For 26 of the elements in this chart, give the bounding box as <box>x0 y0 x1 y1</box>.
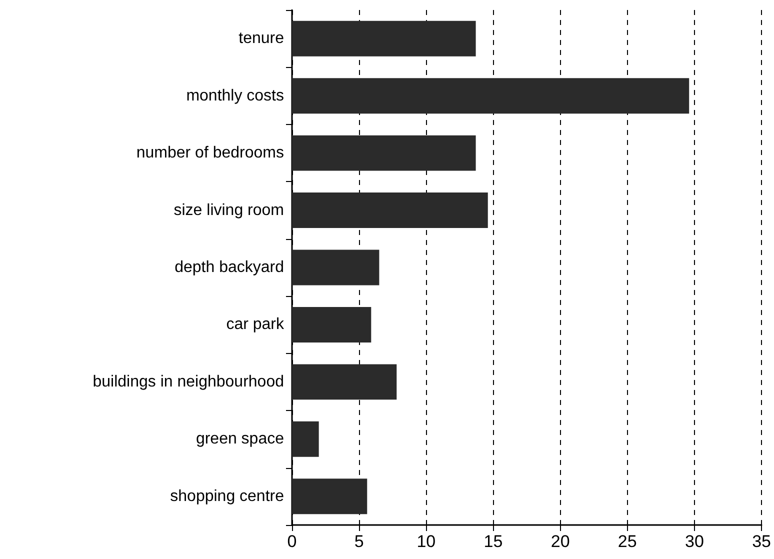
x-tick-label: 10 <box>416 532 436 551</box>
y-tick-label: number of bedrooms <box>136 144 284 162</box>
x-tick-label: 25 <box>618 532 637 551</box>
bar <box>292 421 319 457</box>
x-tick-label: 20 <box>550 532 570 551</box>
y-tick-label: tenure <box>238 30 284 48</box>
y-tick-label: green space <box>196 430 284 448</box>
bar <box>292 135 476 171</box>
y-tick-label: monthly costs <box>186 87 284 104</box>
bar <box>292 250 380 286</box>
bar <box>292 306 372 342</box>
x-tick-label: 30 <box>685 532 704 551</box>
x-tick-label: 35 <box>752 532 772 551</box>
bar <box>292 20 476 56</box>
bar <box>292 192 488 228</box>
bar <box>292 364 397 400</box>
y-tick-label: depth backyard <box>174 259 284 276</box>
x-tick-label: 5 <box>354 532 364 551</box>
bar <box>292 478 368 514</box>
x-tick-label: 0 <box>287 532 297 551</box>
y-tick-label: buildings in neighbourhood <box>92 373 284 390</box>
y-tick-label: shopping centre <box>170 488 284 505</box>
y-tick-label: car park <box>226 316 285 334</box>
x-tick-label: 15 <box>484 532 503 551</box>
bar <box>292 78 690 114</box>
y-tick-label: size living room <box>174 202 284 219</box>
